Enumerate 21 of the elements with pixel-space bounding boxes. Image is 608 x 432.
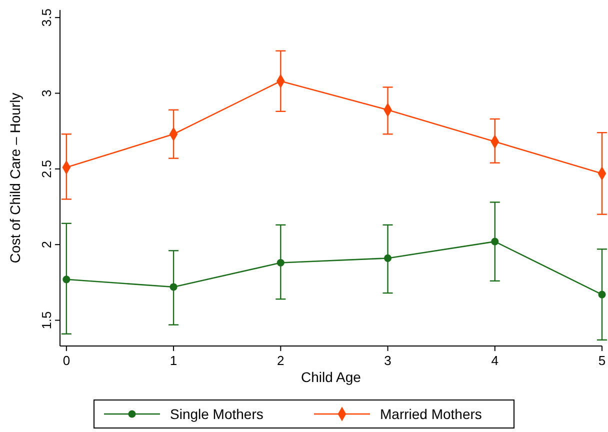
x-tick-label: 1 (170, 353, 178, 368)
x-axis-title: Child Age (301, 369, 362, 385)
x-tick-label: 5 (598, 353, 606, 368)
x-tick-label: 0 (62, 353, 70, 368)
point (170, 283, 178, 291)
x-tick-label: 4 (491, 353, 499, 368)
point (276, 258, 284, 267)
y-tick-label: 3.5 (39, 8, 54, 27)
y-tick-label: 3 (39, 90, 54, 97)
legend-label: Married Mothers (380, 406, 482, 422)
point (62, 276, 70, 284)
legend-label: Single Mothers (170, 406, 264, 422)
y-tick-label: 2 (39, 240, 54, 248)
point (491, 238, 499, 246)
y-tick-label: 1.5 (39, 311, 54, 330)
y-tick-label: 2.5 (39, 160, 54, 178)
point (598, 290, 606, 298)
point (384, 254, 392, 262)
x-tick-label: 3 (384, 353, 392, 368)
y-axis-title: Cost of Child Care – Hourly (7, 92, 23, 264)
x-tick-label: 2 (277, 353, 284, 368)
